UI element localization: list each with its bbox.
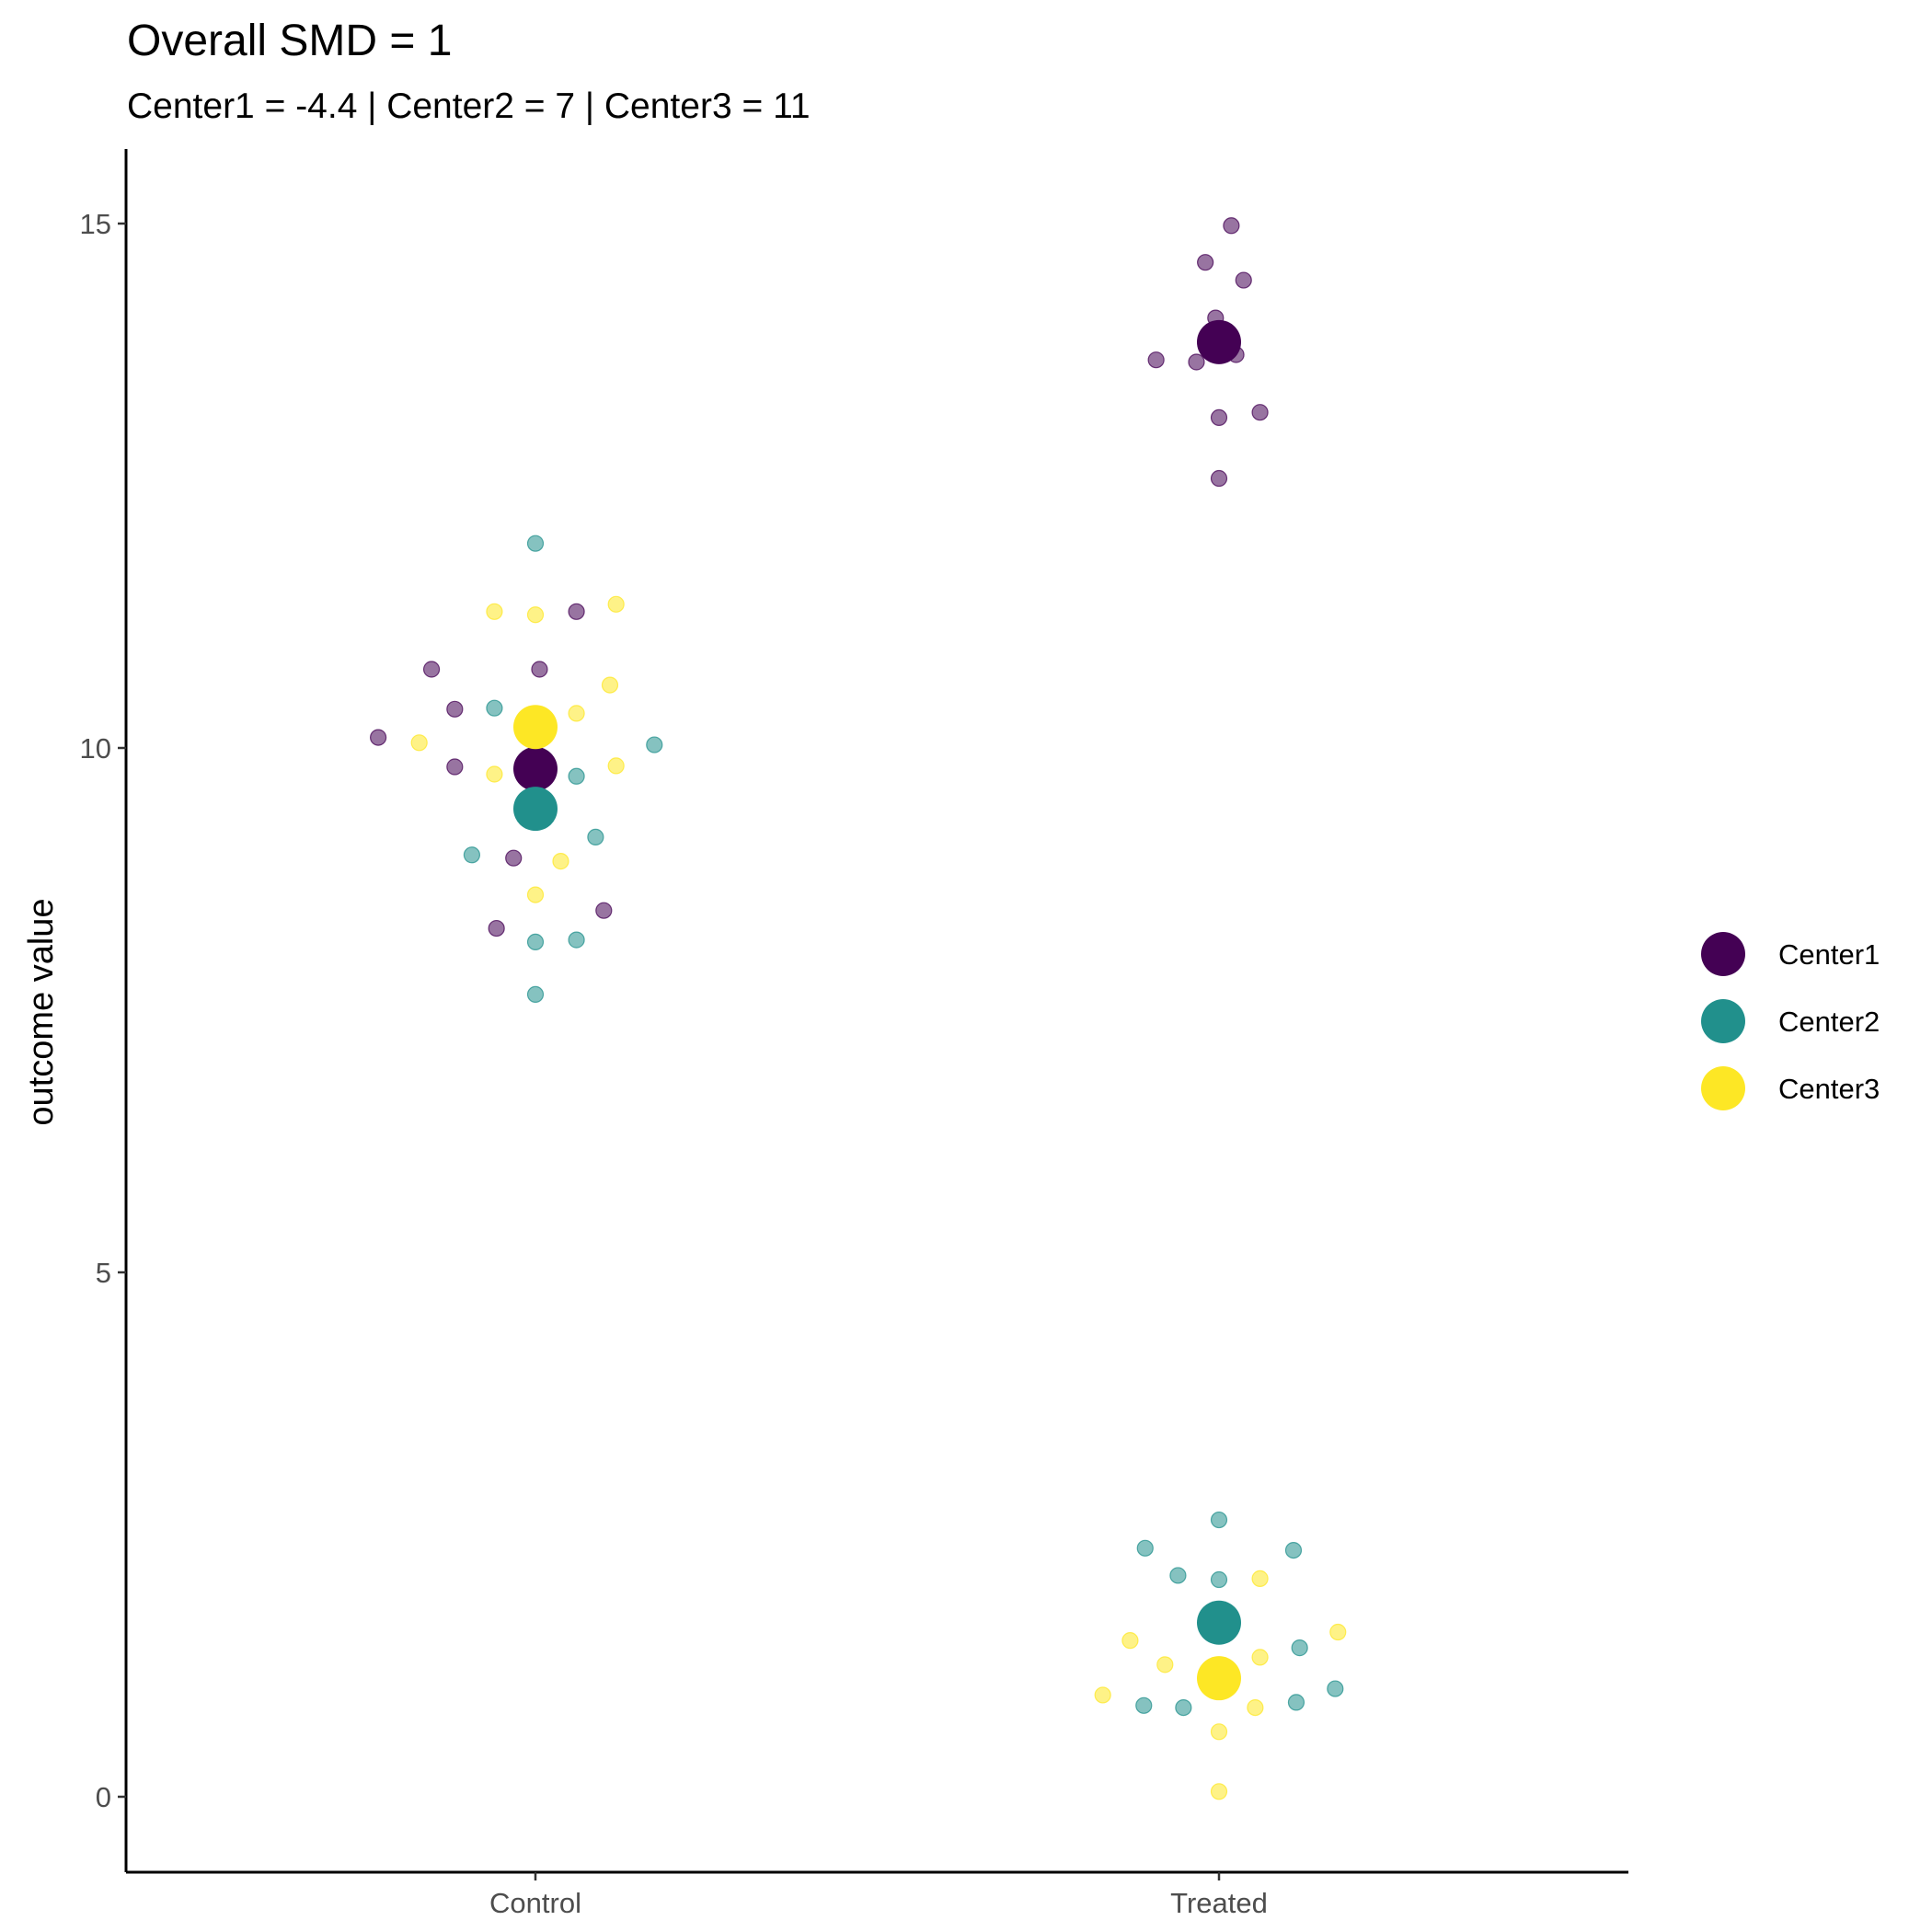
data-point [1169,1567,1187,1584]
data-point [1329,1623,1347,1641]
data-point [568,767,585,785]
y-axis-ticks: 0 5 10 15 [80,208,126,1813]
center-mean-point [513,746,558,791]
data-point [1175,1698,1192,1717]
data-point [422,661,441,678]
y-tick-label: 15 [80,208,111,240]
x-tick-label: Treated [1170,1887,1268,1919]
data-point [1135,1696,1153,1714]
data-point [1121,1632,1139,1650]
data-point [1251,404,1269,421]
data-point [486,699,503,717]
data-point [1188,353,1205,371]
data-point [1327,1680,1344,1697]
data-point [1210,1723,1228,1741]
data-point [1223,217,1240,235]
y-tick-label: 0 [96,1781,111,1813]
x-axis-ticks: Control Treated [489,1872,1268,1919]
data-point [486,603,503,620]
legend-label: Center2 [1778,1006,1880,1038]
data-point [587,828,604,846]
data-point [410,734,428,752]
data-point [1156,1656,1174,1673]
data-point [568,603,585,620]
data-point [1287,1694,1305,1711]
legend-key [1701,999,1745,1043]
data-point [1235,271,1252,289]
data-point [1251,1570,1269,1587]
data-point [1251,1649,1269,1666]
data-points [370,217,1347,1800]
chart-title: Overall SMD = 1 [127,17,452,65]
data-point [526,985,545,1004]
data-point [526,535,545,552]
data-point [505,849,523,867]
center-mean-point [1197,1600,1241,1645]
y-tick-label: 5 [96,1257,111,1289]
data-point [1147,351,1165,369]
data-point [1284,1541,1303,1559]
data-point [526,886,545,903]
center-mean-point [513,705,558,750]
legend: Center1 Center2 Center3 [1701,932,1880,1110]
x-tick-label: Control [489,1887,581,1919]
data-point [531,661,548,678]
y-axis-title: outcome value [22,898,61,1125]
chart-subtitle: Center1 = -4.4 | Center2 = 7 | Center3 =… [127,86,811,126]
data-point [568,931,585,949]
data-point [595,902,613,919]
data-point [1210,469,1228,488]
data-point [601,676,619,694]
data-point [486,765,503,783]
data-point [607,595,625,613]
legend-key [1701,1066,1745,1110]
y-tick-label: 10 [80,732,111,765]
data-point [568,705,585,722]
data-point [526,933,545,951]
data-point [552,853,569,870]
legend-key [1701,932,1745,976]
data-point [1210,1511,1228,1529]
data-point [370,729,387,746]
data-point [446,758,464,776]
data-point [526,606,545,624]
data-point [463,846,481,864]
data-point [1291,1639,1308,1657]
center-mean-point [513,787,558,832]
center-means [513,319,1241,1701]
data-point [1210,1783,1228,1800]
data-point [1136,1539,1154,1557]
data-point [1210,408,1228,426]
data-point [1197,254,1214,271]
legend-label: Center1 [1778,938,1880,971]
data-point [1247,1698,1264,1717]
data-point [607,757,625,775]
data-point [1094,1686,1111,1704]
data-point [1210,1570,1228,1589]
center-mean-point [1197,319,1241,364]
center-mean-point [1197,1656,1241,1701]
data-point [446,700,464,718]
data-point [488,919,505,937]
data-point [646,736,663,753]
legend-label: Center3 [1778,1073,1880,1105]
